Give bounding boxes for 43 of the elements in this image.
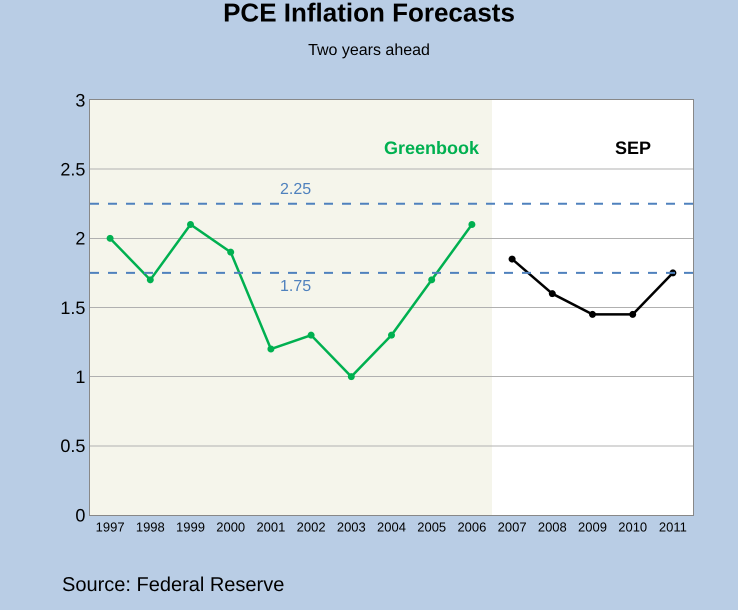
point [548, 290, 556, 298]
ref-line-label: 1.75 [280, 278, 312, 295]
x-tick-label: 2005 [417, 520, 446, 535]
y-tick-label: 2 [75, 228, 86, 249]
x-tick-label: 2010 [618, 520, 648, 535]
point [388, 332, 395, 339]
x-tick-label: 2007 [498, 520, 527, 535]
point [589, 310, 596, 318]
x-tick-label: 2000 [216, 520, 246, 535]
point [106, 234, 114, 242]
point [187, 221, 194, 228]
point [348, 373, 355, 380]
chart-subtitle: Two years ahead [308, 42, 430, 60]
x-tick-label: 2008 [538, 520, 567, 535]
point [428, 276, 436, 284]
text: Greenbook [384, 138, 480, 158]
y-tick-label: 0 [75, 505, 86, 526]
x-tick-label: 2011 [658, 520, 687, 535]
point [227, 248, 234, 256]
point [508, 256, 516, 263]
point [267, 346, 274, 352]
x-tick-label: 2006 [457, 520, 486, 535]
text: SEP [615, 138, 652, 158]
source-note: Source: Federal Reserve [62, 574, 284, 596]
chart-title: PCE Inflation Forecasts [223, 0, 515, 28]
x-tick-label: 1998 [136, 520, 165, 535]
x-tick-label: 1997 [96, 520, 125, 535]
x-tick-label: 2004 [377, 520, 406, 535]
x-tick-label: 1999 [176, 520, 205, 535]
point [146, 276, 154, 284]
y-tick-label: 0.5 [60, 436, 86, 456]
y-tick-label: 1 [75, 366, 86, 387]
point [629, 310, 636, 318]
x-tick-label: 2002 [296, 520, 326, 535]
point [468, 221, 476, 228]
y-tick-label: 2.5 [60, 159, 86, 180]
ref-line-label: 2.25 [280, 181, 312, 198]
x-tick-label: 2001 [256, 520, 286, 535]
y-tick-label: 1.5 [60, 298, 86, 318]
x-tick-label: 2009 [578, 520, 607, 535]
y-tick-label: 3 [75, 90, 86, 110]
point [308, 332, 315, 339]
x-tick-label: 2003 [336, 520, 366, 535]
